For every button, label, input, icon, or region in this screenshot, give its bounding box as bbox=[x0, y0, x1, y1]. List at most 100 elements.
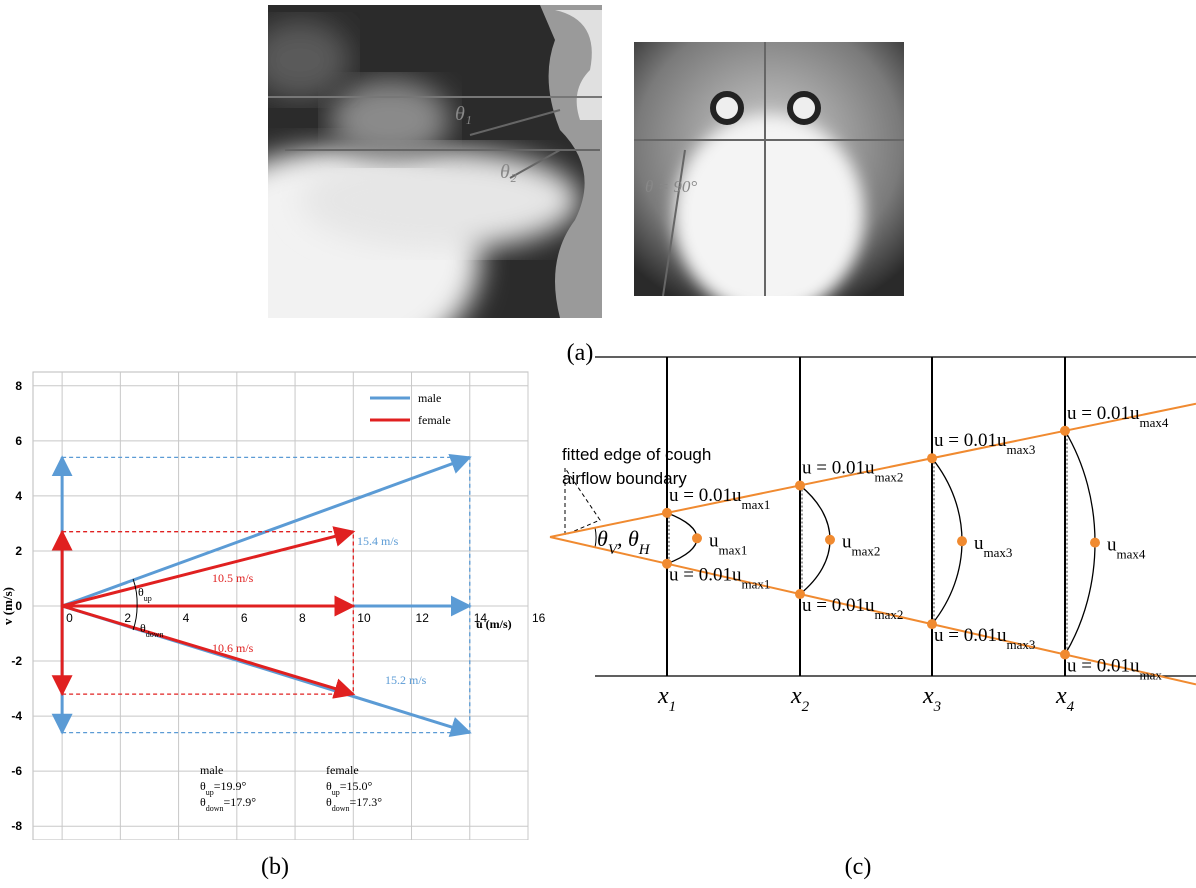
text-subscript: up bbox=[332, 788, 340, 797]
x-tick-label: 6 bbox=[241, 611, 248, 625]
page: θ₁ θ₂ θ = 90° (a) 0246810121416-8-6-4-20… bbox=[0, 0, 1196, 888]
text-subscript: 3 bbox=[933, 699, 942, 715]
boundary-point bbox=[662, 508, 672, 518]
text-main: , θ bbox=[617, 526, 639, 551]
umax-label: umax3 bbox=[974, 533, 1012, 560]
text-main: u = 0.01u bbox=[802, 457, 875, 478]
y-tick-label: -6 bbox=[11, 764, 22, 778]
text-main: x bbox=[790, 683, 802, 709]
text-main: u = 0.01u bbox=[669, 485, 742, 506]
text-main: θ bbox=[597, 526, 608, 551]
umax-point bbox=[957, 536, 967, 546]
text-subscript: 1 bbox=[669, 699, 677, 715]
panel-label: (b) bbox=[261, 854, 289, 880]
section-label: x2 bbox=[790, 683, 810, 715]
y-tick-label: 6 bbox=[15, 434, 22, 448]
text-main: u bbox=[974, 533, 984, 554]
vector-label: 15.4 m/s bbox=[357, 534, 399, 548]
section-label: x1 bbox=[657, 683, 676, 715]
text-subscript: down bbox=[206, 804, 224, 813]
text-rest: =17.9° bbox=[224, 795, 257, 809]
x-tick-label: 0 bbox=[66, 611, 73, 625]
text-main: u = 0.01u bbox=[802, 595, 875, 616]
boundary-label: u = 0.01umax2 bbox=[802, 457, 903, 484]
text-subscript: max2 bbox=[874, 607, 903, 622]
legend-label: male bbox=[418, 391, 441, 405]
y-tick-label: 4 bbox=[15, 489, 22, 503]
y-tick-label: -8 bbox=[11, 819, 22, 833]
boundary-label: u = 0.01umax bbox=[1067, 655, 1162, 682]
umax-point bbox=[825, 535, 835, 545]
text-rest: =19.9° bbox=[214, 779, 247, 793]
legend-label: female bbox=[418, 413, 451, 427]
text-main: x bbox=[922, 683, 934, 709]
x-axis-label: u (m/s) bbox=[476, 617, 512, 631]
umax-point bbox=[1090, 538, 1100, 548]
text-subscript: max3 bbox=[1006, 442, 1035, 457]
text-main: u = 0.01u bbox=[1067, 403, 1140, 424]
x-tick-label: 12 bbox=[416, 611, 430, 625]
photo-side bbox=[180, 5, 602, 370]
boundary-label: u = 0.01umax3 bbox=[934, 430, 1035, 457]
text-subscript: up bbox=[144, 594, 152, 603]
text-subscript: max2 bbox=[874, 469, 903, 484]
text-main: x bbox=[1055, 683, 1067, 709]
text-subscript: max bbox=[1139, 667, 1162, 682]
boundary-caption: fitted edge of cough bbox=[562, 445, 711, 464]
text-main: u = 0.01u bbox=[669, 565, 742, 586]
photo-annotation: θ = 90° bbox=[645, 177, 697, 196]
text-subscript: max3 bbox=[984, 545, 1013, 560]
x-tick-label: 2 bbox=[124, 611, 131, 625]
boundary-point bbox=[927, 453, 937, 463]
boundary-label: u = 0.01umax1 bbox=[669, 485, 770, 512]
text-main: x bbox=[657, 683, 669, 709]
note-title: male bbox=[200, 763, 223, 777]
text-main: u bbox=[842, 532, 852, 553]
umax-label: umax1 bbox=[709, 530, 747, 557]
vector-label: 10.6 m/s bbox=[212, 641, 254, 655]
photo-annotation: θ₁ bbox=[455, 103, 472, 125]
boundary-caption: airflow boundary bbox=[562, 469, 687, 488]
vector-label: 10.5 m/s bbox=[212, 571, 254, 585]
text-subscript: max1 bbox=[741, 496, 770, 511]
text-main: u = 0.01u bbox=[934, 625, 1007, 646]
text-main: u bbox=[1107, 535, 1117, 556]
umax-label: umax4 bbox=[1107, 535, 1146, 562]
boundary-label: u = 0.01umax4 bbox=[1067, 403, 1169, 430]
plot bbox=[33, 372, 528, 840]
section-label: x3 bbox=[922, 683, 941, 715]
panel-label: (c) bbox=[845, 854, 872, 880]
text-main: u = 0.01u bbox=[934, 430, 1007, 451]
umax-label: umax2 bbox=[842, 532, 880, 559]
y-tick-label: -2 bbox=[11, 654, 22, 668]
text-subscript: max4 bbox=[1117, 546, 1146, 561]
note-title: female bbox=[326, 763, 359, 777]
text-subscript: 2 bbox=[802, 699, 810, 715]
umax-point bbox=[692, 533, 702, 543]
text-subscript: down bbox=[332, 804, 350, 813]
text-subscript: max3 bbox=[1006, 637, 1035, 652]
boundary-point bbox=[1060, 426, 1070, 436]
text-rest: =17.3° bbox=[350, 795, 383, 809]
text-subscript: up bbox=[206, 788, 214, 797]
photo-annotation: θ₂ bbox=[500, 161, 517, 183]
x-tick-label: 10 bbox=[357, 611, 371, 625]
x-tick-label: 4 bbox=[183, 611, 190, 625]
text-subscript: max1 bbox=[741, 576, 770, 591]
y-tick-label: 2 bbox=[15, 544, 22, 558]
boundary-label: u = 0.01umax1 bbox=[669, 565, 770, 592]
text-subscript: H bbox=[638, 542, 651, 558]
panel-label: (a) bbox=[567, 340, 594, 366]
text-main: u bbox=[709, 530, 719, 551]
text-rest: =15.0° bbox=[340, 779, 373, 793]
y-axis-label: v (m/s) bbox=[0, 587, 15, 625]
vector-label: 15.2 m/s bbox=[385, 673, 427, 687]
boundary-label: u = 0.01umax2 bbox=[802, 595, 903, 622]
x-tick-label: 8 bbox=[299, 611, 306, 625]
boundary-point bbox=[795, 480, 805, 490]
text-subscript: down bbox=[146, 630, 164, 639]
boundary-label: u = 0.01umax3 bbox=[934, 625, 1035, 652]
text-subscript: max2 bbox=[852, 543, 881, 558]
